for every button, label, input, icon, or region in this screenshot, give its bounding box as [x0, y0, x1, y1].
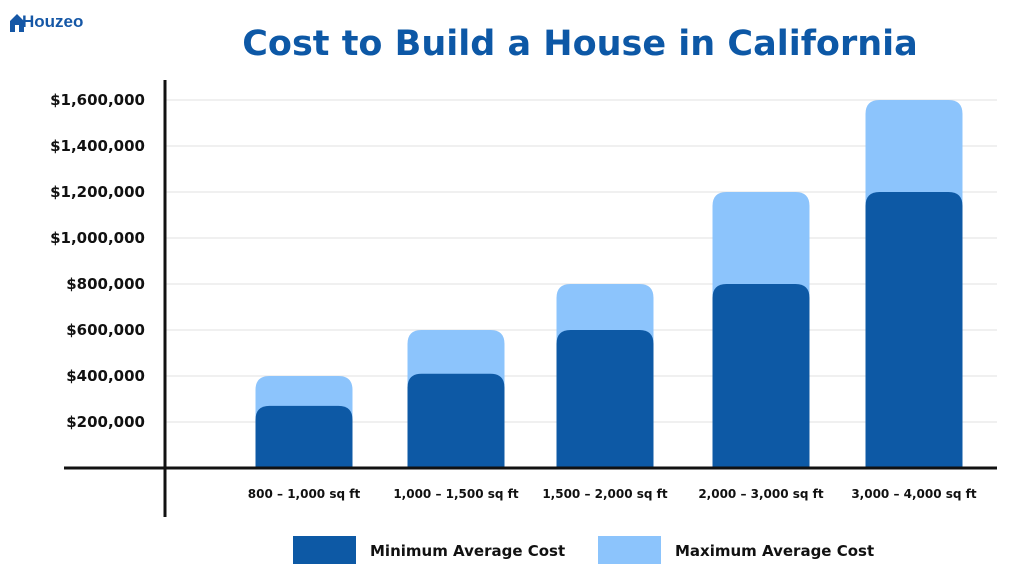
y-tick-label: $600,000: [66, 321, 145, 339]
x-tick-label: 800 – 1,000 sq ft: [248, 487, 361, 501]
legend-swatch: [293, 536, 356, 564]
bar-minimum: [255, 405, 353, 468]
bar-minimum: [556, 330, 654, 468]
bar-minimum: [865, 192, 963, 468]
y-tick-label: $1,000,000: [50, 229, 145, 247]
x-tick-label: 3,000 – 4,000 sq ft: [851, 487, 977, 501]
chart-title: Cost to Build a House in California: [242, 24, 918, 64]
bar-minimum: [407, 373, 505, 468]
y-tick-label: $1,200,000: [50, 183, 145, 201]
y-tick-label: $400,000: [66, 367, 145, 385]
legend-label: Minimum Average Cost: [370, 542, 565, 560]
logo-text: Houzeo: [22, 12, 84, 31]
bar-minimum: [712, 284, 810, 468]
legend-label: Maximum Average Cost: [675, 542, 874, 560]
x-tick-label: 2,000 – 3,000 sq ft: [698, 487, 824, 501]
x-tick-label: 1,000 – 1,500 sq ft: [393, 487, 519, 501]
houzeo-logo: Houzeo: [10, 12, 83, 32]
y-tick-label: $800,000: [66, 275, 145, 293]
house-icon: [10, 14, 24, 32]
y-tick-label: $1,600,000: [50, 91, 145, 109]
legend-swatch: [598, 536, 661, 564]
x-tick-label: 1,500 – 2,000 sq ft: [542, 487, 668, 501]
y-tick-label: $1,400,000: [50, 137, 145, 155]
y-tick-label: $200,000: [66, 413, 145, 431]
